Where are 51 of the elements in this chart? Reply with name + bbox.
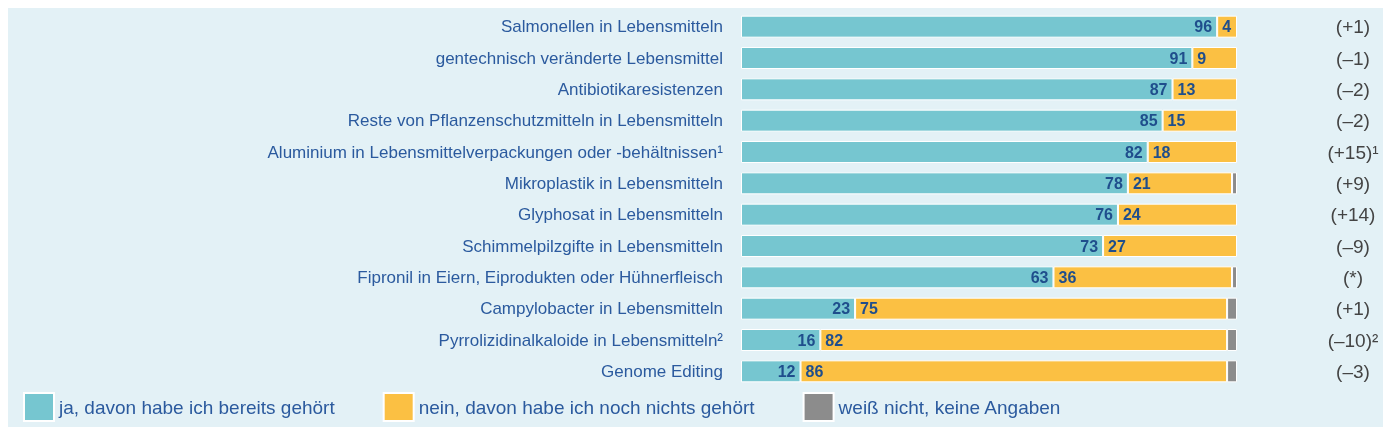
text: (–1)	[1336, 47, 1370, 69]
data-label: 13	[1177, 80, 1196, 98]
text: (+1)	[1335, 298, 1371, 320]
y-tick-label: Reste von Pflanzenschutzmitteln in Lebensmitteln	[347, 111, 723, 131]
data-label: 24	[1122, 206, 1141, 224]
text: (–10)²	[1327, 329, 1379, 351]
text: (–3)	[1336, 360, 1370, 382]
data-label: 82	[1124, 143, 1143, 161]
text: (–2)	[1336, 110, 1370, 132]
legend-label: weiß nicht, keine Angaben	[837, 396, 1061, 418]
data-label: 78	[1105, 174, 1123, 192]
data-label: 23	[832, 300, 851, 318]
y-tick-label: Pyrrolizidinalkaloide in Lebensmitteln²	[438, 330, 724, 350]
text: (*)	[1342, 266, 1364, 288]
data-label: 75	[860, 300, 878, 318]
data-label: 96	[1194, 18, 1213, 36]
y-tick-label: Genome Editing	[601, 361, 723, 381]
data-label: 4	[1222, 18, 1232, 36]
y-tick-label: Aluminium in Lebensmittelverpackungen oder -behältnissen¹	[267, 142, 724, 162]
text: (+14)	[1330, 204, 1376, 226]
data-label: 27	[1108, 237, 1126, 255]
data-label: 63	[1030, 268, 1049, 286]
data-label: 21	[1132, 174, 1151, 192]
y-tick-label: gentechnisch veränderte Lebensmittel	[435, 48, 723, 68]
text: (+1)	[1335, 16, 1371, 38]
data-label: 18	[1152, 143, 1171, 161]
y-tick-label: Salmonellen in Lebensmitteln	[500, 17, 723, 37]
data-label: 73	[1080, 237, 1099, 255]
data-label: 15	[1167, 112, 1186, 130]
data-label: 9	[1197, 49, 1207, 67]
data-label: 86	[805, 362, 824, 380]
text: (+9)	[1335, 172, 1371, 194]
data-label: 16	[797, 331, 816, 349]
y-tick-label: Glyphosat in Lebensmitteln	[517, 205, 723, 225]
y-tick-label: Mikroplastik in Lebensmitteln	[504, 173, 723, 193]
y-tick-label: Fipronil in Eiern, Eiprodukten oder Hühnerfleisch	[357, 267, 723, 287]
text: (+15)¹	[1327, 141, 1379, 163]
data-label: 76	[1095, 206, 1114, 224]
data-label: 82	[825, 331, 844, 349]
data-label: 91	[1169, 49, 1188, 67]
data-label: 36	[1058, 268, 1077, 286]
y-tick-label: Antibiotikaresistenzen	[557, 79, 723, 99]
y-tick-label: Schimmelpilzgifte in Lebensmitteln	[462, 236, 723, 256]
legend-label: nein, davon habe ich noch nichts gehört	[418, 396, 756, 418]
legend-label: ja, davon habe ich bereits gehört	[58, 396, 336, 418]
data-label: 85	[1139, 112, 1158, 130]
text: (–2)	[1336, 78, 1370, 100]
y-tick-label: Campylobacter in Lebensmitteln	[480, 299, 723, 319]
text: (–9)	[1336, 235, 1370, 257]
data-label: 12	[777, 362, 796, 380]
data-label: 87	[1149, 80, 1168, 98]
